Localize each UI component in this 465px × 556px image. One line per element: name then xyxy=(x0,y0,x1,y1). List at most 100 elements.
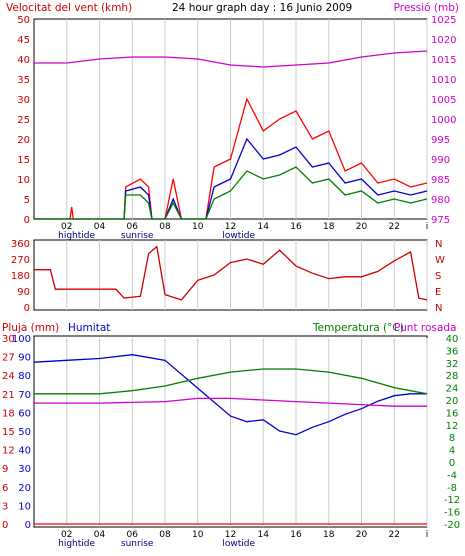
y-tick-label-pressure: 1020 xyxy=(431,35,456,46)
y-tick-label-rain: 24 xyxy=(2,371,15,382)
y-tick-label-wind: 50 xyxy=(17,15,30,26)
annotation-lowtide: lowtide xyxy=(222,231,255,241)
y-tick-label-humidity: 0 xyxy=(25,520,31,531)
y-tick-label-compass: S xyxy=(435,271,441,282)
y-tick-label-temperature: 12 xyxy=(446,421,459,432)
y-tick-label-temperature: 40 xyxy=(446,334,459,345)
y-tick-label-rain: 15 xyxy=(2,427,15,438)
y-tick-label-humidity: 70 xyxy=(18,390,31,401)
y-tick-label-compass: E xyxy=(435,287,441,298)
y-tick-label-wind: 0 xyxy=(24,215,30,226)
x-tick-label: 16 xyxy=(290,530,302,540)
x-tick-label: 08 xyxy=(159,530,171,540)
y-tick-label-humidity: 20 xyxy=(18,483,31,494)
y-tick-label-pressure: 1015 xyxy=(431,55,456,66)
y-tick-label-pressure: 1025 xyxy=(431,15,456,26)
y-tick-label-temperature: 32 xyxy=(446,359,459,370)
x-tick-label: 04 xyxy=(94,530,106,540)
series-line-panel1-0 xyxy=(34,50,428,68)
x-tick-label: 12 xyxy=(225,222,236,232)
series-line-panel3-0 xyxy=(33,354,427,436)
x-tick-label: 14 xyxy=(258,222,270,232)
y-tick-label-temperature: 28 xyxy=(446,371,459,382)
annotation-hightide: hightide xyxy=(58,231,95,241)
y-tick-label-rain: 27 xyxy=(2,353,15,364)
y-tick-label-rain: 6 xyxy=(2,483,8,494)
series-line-panel3-2 xyxy=(34,397,427,407)
x-tick-label: 12 xyxy=(225,530,236,540)
y-tick-label-pressure: 990 xyxy=(431,155,450,166)
x-tick-label: 02 xyxy=(61,530,72,540)
x-tick-label: 22 xyxy=(389,530,400,540)
y-tick-label-direction: 360 xyxy=(11,239,30,250)
x-tick-label: 16 xyxy=(290,222,302,232)
x-tick-label: 20 xyxy=(356,530,368,540)
y-tick-label-temperature: 36 xyxy=(446,346,459,357)
y-tick-label-temperature: -20 xyxy=(444,520,460,531)
y-tick-label-humidity: 50 xyxy=(18,427,31,438)
y-tick-label-compass: W xyxy=(435,255,445,266)
y-tick-label-pressure: 1005 xyxy=(431,95,456,106)
chart-title: 24 hour graph day : 16 Junio 2009 xyxy=(172,2,352,14)
annotation-sunrise: sunrise xyxy=(121,231,154,241)
x-tick-label: 18 xyxy=(323,222,335,232)
y-tick-label-wind: 45 xyxy=(17,35,30,46)
y-tick-label-temperature: -4 xyxy=(447,470,457,481)
temperature-axis-label: Temperatura (°C) xyxy=(312,322,404,334)
y-tick-label-wind: 30 xyxy=(17,95,30,106)
y-tick-label-wind: 15 xyxy=(17,155,30,166)
x-tick-label: 14 xyxy=(258,530,270,540)
x-tick-label: 18 xyxy=(323,530,335,540)
annotation-lowtide: lowtide xyxy=(222,539,255,549)
y-tick-label-compass: N xyxy=(435,239,442,250)
y-tick-label-wind: 40 xyxy=(17,55,30,66)
x-tick-label: 20 xyxy=(356,222,368,232)
series-line-panel1-2 xyxy=(34,137,428,220)
y-tick-label-direction: 180 xyxy=(11,271,30,282)
y-tick-label-humidity: 80 xyxy=(18,371,31,382)
y-tick-label-temperature: -16 xyxy=(444,508,460,519)
annotation-sunrise: sunrise xyxy=(121,539,154,549)
y-tick-label-temperature: 24 xyxy=(446,384,459,395)
y-tick-label-rain: 30 xyxy=(2,334,15,345)
x-tick-label: 06 xyxy=(127,530,139,540)
y-tick-label-pressure: 1000 xyxy=(431,115,456,126)
series-line-panel3-1 xyxy=(34,368,428,395)
x-tick-label: 10 xyxy=(192,530,204,540)
y-tick-label-temperature: 20 xyxy=(446,396,459,407)
x-tick-label: i xyxy=(426,530,429,540)
dewpoint-axis-label: Punt rosada xyxy=(394,322,456,334)
y-tick-label-temperature: 4 xyxy=(449,446,455,457)
y-tick-label-humidity: 10 xyxy=(18,501,31,512)
x-tick-label: 10 xyxy=(192,222,204,232)
x-tick-label: 06 xyxy=(127,222,139,232)
x-tick-label: 02 xyxy=(61,222,72,232)
y-tick-label-pressure: 975 xyxy=(431,215,450,226)
x-tick-label: i xyxy=(426,222,429,232)
y-tick-label-temperature: 16 xyxy=(446,408,459,419)
humidity-axis-label: Humitat xyxy=(68,322,110,334)
y-tick-label-wind: 10 xyxy=(17,175,30,186)
y-tick-label-humidity: 100 xyxy=(12,334,31,345)
y-tick-label-temperature: -8 xyxy=(447,483,457,494)
y-tick-label-pressure: 980 xyxy=(431,195,450,206)
wind-speed-axis-label: Velocitat del vent (kmh) xyxy=(6,2,132,14)
y-tick-label-humidity: 40 xyxy=(18,446,31,457)
y-tick-label-pressure: 1010 xyxy=(431,75,456,86)
y-tick-label-direction: 0 xyxy=(24,303,30,314)
y-tick-label-pressure: 985 xyxy=(431,175,450,186)
y-tick-label-temperature: 0 xyxy=(449,458,455,469)
y-tick-label-humidity: 90 xyxy=(18,353,31,364)
y-tick-label-wind: 35 xyxy=(17,75,30,86)
annotation-hightide: hightide xyxy=(58,539,95,549)
y-tick-label-rain: 0 xyxy=(2,520,8,531)
rain-axis-label: Pluja (mm) xyxy=(2,322,59,334)
y-tick-label-wind: 25 xyxy=(17,115,30,126)
y-tick-label-humidity: 30 xyxy=(18,464,31,475)
y-tick-label-wind: 20 xyxy=(17,135,30,146)
series-line-panel1-3 xyxy=(34,166,428,220)
y-tick-label-wind: 5 xyxy=(24,195,30,206)
series-line-direction-0 xyxy=(34,245,428,301)
y-tick-label-temperature: -12 xyxy=(444,495,460,506)
